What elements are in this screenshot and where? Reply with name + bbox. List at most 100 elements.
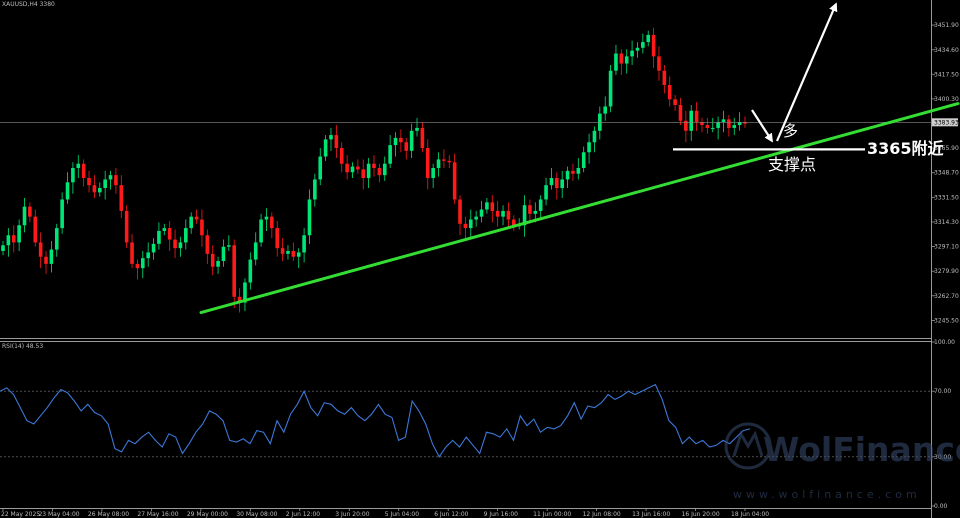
candle-body: [474, 216, 478, 220]
bullish-target-arrow: [775, 2, 838, 142]
watermark-brand: WolFinance: [763, 430, 960, 469]
candle-body: [71, 168, 75, 183]
candle-body: [662, 70, 667, 85]
candle-body: [737, 122, 742, 126]
candle-body: [1, 245, 5, 251]
candle-body: [253, 242, 258, 260]
candle-body: [216, 261, 220, 267]
price-tick-label: 3451.90: [934, 22, 959, 29]
rsi-tick-label: 100.00: [934, 339, 955, 346]
candle-body: [372, 163, 376, 168]
candle-body: [97, 188, 102, 193]
candle-body: [65, 182, 70, 200]
candle-body: [555, 178, 559, 189]
candle-body: [614, 53, 618, 71]
candle-body: [146, 252, 150, 259]
price-tick-label: 3365.90: [934, 145, 959, 152]
candle-body: [565, 170, 570, 180]
candle-body: [270, 216, 274, 229]
candle-body: [286, 251, 290, 254]
time-tick-label: 9 Jun 16:00: [484, 511, 518, 518]
candle-body: [264, 216, 269, 220]
time-tick-label: 5 Jun 04:00: [385, 511, 419, 518]
candle-body: [624, 56, 629, 64]
candle-body: [189, 216, 193, 229]
candle-body: [436, 159, 441, 168]
candle-body: [81, 163, 86, 179]
candle-body: [732, 125, 737, 128]
candle-body: [651, 34, 656, 57]
candle-body: [581, 152, 586, 168]
candle-body: [382, 163, 387, 176]
candle-body: [280, 248, 285, 254]
candle-body: [646, 34, 651, 43]
pullback-arrow: [751, 109, 773, 143]
candle-body: [468, 219, 473, 229]
candle-body: [194, 216, 199, 220]
candle-body: [673, 99, 677, 106]
candle-body: [356, 166, 360, 170]
candle-body: [167, 228, 172, 240]
price-tick-label: 3348.70: [934, 170, 959, 177]
candle-body: [684, 120, 688, 131]
rsi-tick-label: 30.00: [934, 454, 951, 461]
candle-body: [447, 160, 452, 163]
candle-body: [538, 199, 543, 211]
candle-body: [157, 230, 161, 244]
candle-body: [431, 168, 435, 179]
candle-body: [603, 106, 608, 114]
main-panel-frame: [0, 0, 932, 518]
price-tick-label: 3314.30: [934, 219, 959, 226]
candle-body: [689, 110, 694, 131]
rsi-title: RSI(14) 48.53: [2, 343, 43, 350]
wolf-logo-icon: [724, 422, 772, 470]
candle-body: [716, 122, 720, 128]
candle-body: [463, 223, 468, 229]
support-point-label: 支撑点: [768, 155, 816, 174]
rsi-line: [0, 383, 751, 458]
candle-body: [313, 179, 317, 200]
candle-body: [619, 53, 624, 64]
time-tick-label: 18 Jun 04:00: [731, 511, 769, 518]
candle-body: [54, 228, 59, 250]
candlestick-series: [1, 27, 747, 313]
candle-body: [377, 168, 382, 176]
candle-body: [210, 253, 215, 267]
candle-body: [119, 185, 124, 211]
candle-body: [135, 263, 140, 269]
candle-body: [721, 119, 726, 123]
candle-body: [710, 127, 715, 129]
candle-body: [490, 202, 495, 211]
candle-body: [485, 202, 489, 210]
candle-body: [528, 205, 532, 214]
price-tick-label: 3245.50: [934, 317, 959, 324]
candle-body: [571, 170, 575, 174]
candle-body: [361, 169, 366, 179]
candle-body: [243, 282, 247, 303]
time-tick-label: 12 Jun 08:00: [583, 511, 621, 518]
candle-body: [743, 122, 747, 124]
candle-body: [549, 178, 554, 186]
candle-body: [103, 179, 107, 189]
candle-body: [259, 219, 263, 243]
candle-body: [44, 256, 48, 264]
candle-body: [657, 56, 661, 71]
price-tick-label: 3400.30: [934, 96, 959, 103]
candle-body: [544, 185, 548, 200]
current-price-tag: [932, 118, 958, 127]
candle-body: [184, 228, 188, 243]
rsi-axis: 100.00 70.00 30.00 0.00: [0, 339, 955, 510]
candle-body: [291, 251, 296, 257]
candle-body: [415, 127, 419, 131]
candle-body: [178, 242, 183, 249]
candle-body: [87, 178, 91, 186]
candle-body: [140, 258, 145, 269]
candle-body: [592, 130, 597, 143]
candle-body: [452, 162, 457, 200]
time-tick-label: 11 Jun 00:00: [533, 511, 571, 518]
rsi-tick-label: 70.00: [934, 388, 951, 395]
time-tick-label: 23 May 04:00: [38, 511, 79, 518]
price-tick-label: 3279.90: [934, 268, 959, 275]
